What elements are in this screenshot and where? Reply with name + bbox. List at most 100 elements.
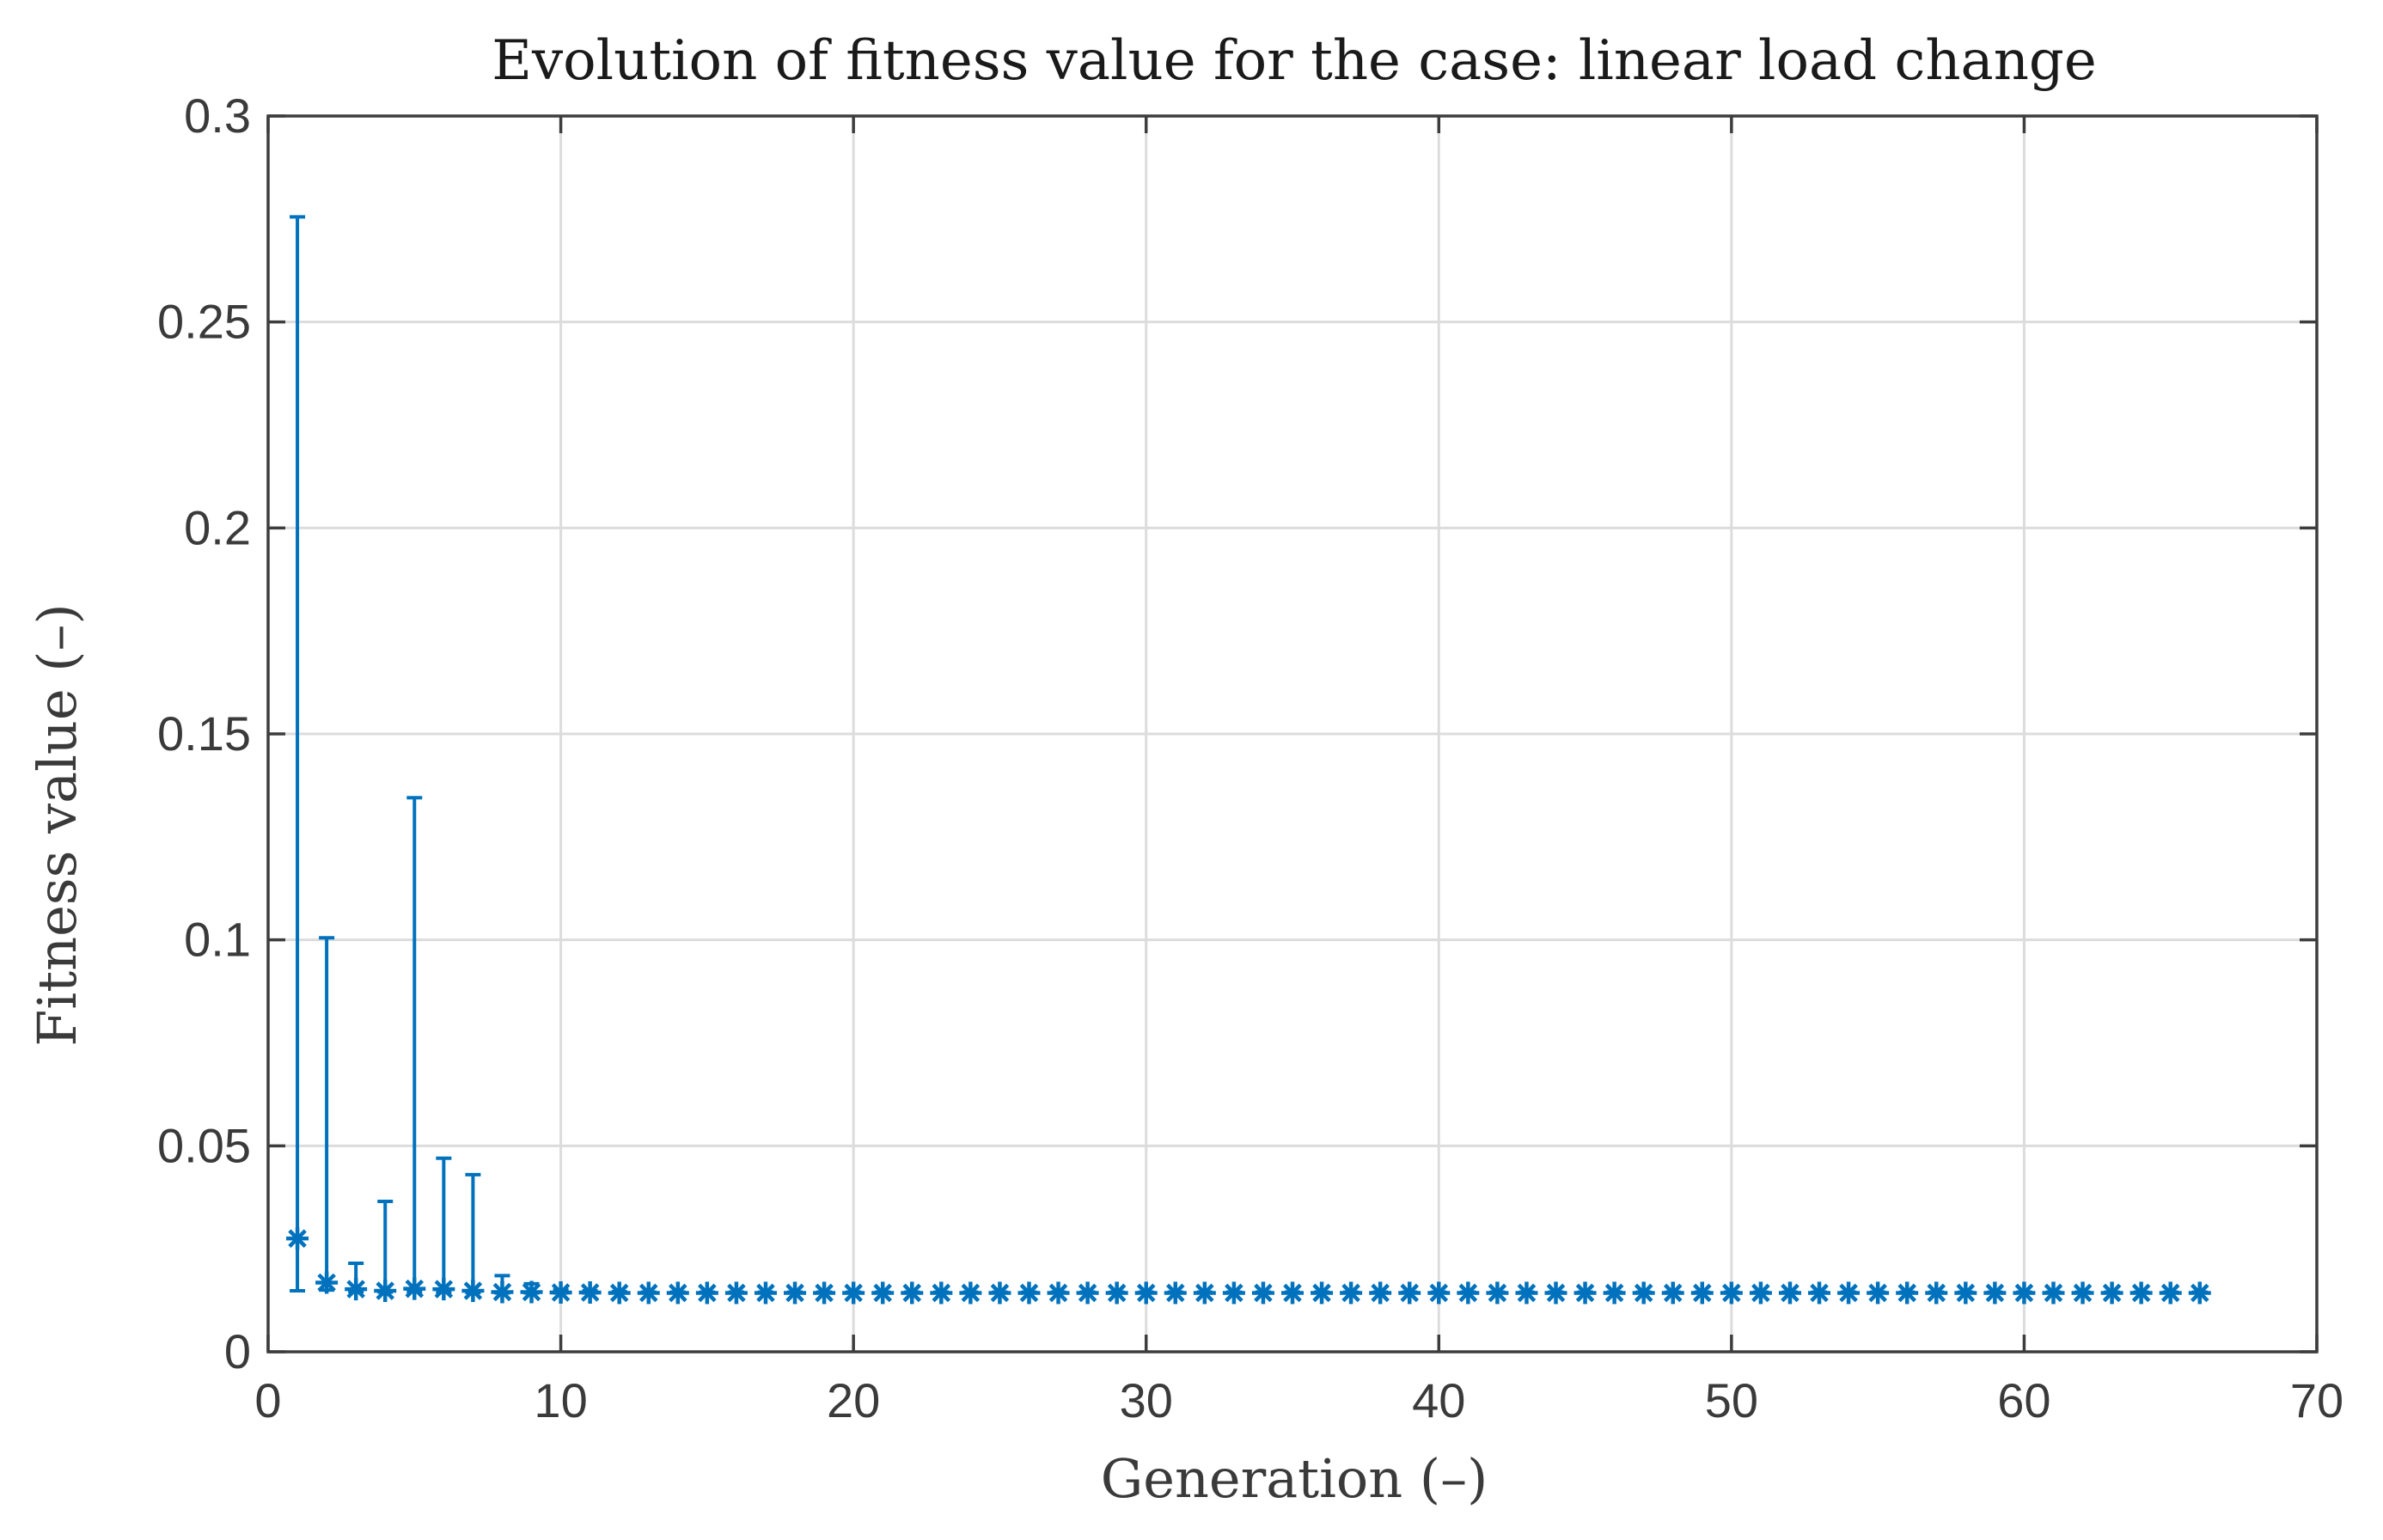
marker-stroke <box>2044 1283 2063 1303</box>
marker-stroke <box>1429 1283 1449 1303</box>
data-point <box>1486 1281 1509 1305</box>
data-point <box>988 1281 1011 1305</box>
data-point <box>491 1280 514 1304</box>
data-point <box>1954 1281 1977 1305</box>
data-point <box>432 1278 455 1301</box>
marker-stroke <box>2014 1283 2034 1303</box>
marker-stroke <box>1488 1283 1507 1303</box>
marker-stroke <box>1048 1283 1068 1303</box>
data-point <box>2159 1281 2182 1305</box>
marker-stroke <box>844 1283 863 1303</box>
data-point <box>842 1281 865 1305</box>
x-tick-label: 30 <box>1120 1373 1173 1427</box>
data-point <box>608 1281 631 1305</box>
data-point <box>1983 1281 2007 1305</box>
marker-stroke <box>1019 1283 1039 1303</box>
data-point <box>871 1281 895 1305</box>
x-tick-label: 20 <box>827 1373 880 1427</box>
data-point <box>345 1278 368 1301</box>
marker-stroke <box>1107 1283 1127 1303</box>
marker-stroke <box>288 1229 307 1248</box>
marker-stroke <box>727 1283 746 1303</box>
data-point <box>754 1281 777 1305</box>
data-point <box>1164 1281 1187 1305</box>
data-point <box>1369 1281 1392 1305</box>
data-point <box>2100 1281 2123 1305</box>
marker-stroke <box>902 1283 922 1303</box>
data-point <box>549 1280 572 1304</box>
marker-stroke <box>1956 1283 1976 1303</box>
data-point <box>724 1281 748 1305</box>
x-tick-label: 70 <box>2290 1373 2343 1427</box>
marker-stroke <box>1165 1283 1185 1303</box>
y-tick-label: 0.05 <box>157 1118 251 1172</box>
data-point <box>1251 1281 1274 1305</box>
marker-stroke <box>1839 1283 1858 1303</box>
marker-stroke <box>639 1283 658 1303</box>
marker-stroke <box>1693 1283 1712 1303</box>
data-point <box>1134 1281 1158 1305</box>
data-point <box>1778 1281 1801 1305</box>
data-point <box>637 1281 660 1305</box>
error-bar <box>290 215 306 1293</box>
marker-stroke <box>1136 1283 1156 1303</box>
data-point <box>901 1281 924 1305</box>
marker-stroke <box>2160 1283 2180 1303</box>
marker-stroke <box>1225 1283 1243 1303</box>
marker-stroke <box>785 1283 804 1303</box>
marker-stroke <box>756 1283 775 1303</box>
y-tick-label: 0.15 <box>157 706 251 761</box>
x-tick-label: 10 <box>534 1373 587 1427</box>
data-point <box>1837 1281 1861 1305</box>
data-point <box>2188 1281 2211 1305</box>
marker-stroke <box>1283 1283 1302 1303</box>
error-bar <box>436 1156 452 1294</box>
data-point <box>1105 1281 1128 1305</box>
marker-stroke <box>1458 1283 1478 1303</box>
error-bar <box>465 1172 481 1294</box>
marker-stroke <box>1897 1283 1916 1303</box>
marker-stroke <box>1517 1283 1537 1303</box>
data-point <box>1867 1281 1890 1305</box>
marker-stroke <box>1810 1283 1829 1303</box>
marker-stroke <box>434 1280 454 1299</box>
marker-stroke <box>1312 1283 1331 1303</box>
y-tick-label: 0.2 <box>184 500 251 554</box>
data-point <box>1573 1281 1597 1305</box>
data-point <box>1427 1281 1451 1305</box>
marker-stroke <box>1604 1283 1624 1303</box>
data-point <box>1047 1281 1070 1305</box>
marker-stroke <box>698 1283 717 1303</box>
data-point <box>461 1280 485 1303</box>
marker-stroke <box>1254 1283 1273 1303</box>
chart-title: Evolution of fitness value for the case:… <box>492 29 2097 93</box>
y-tick-label: 0.25 <box>157 295 251 349</box>
data-point <box>1311 1281 1334 1305</box>
marker-stroke <box>669 1283 687 1303</box>
x-axis-label: Generation (–) <box>1101 1447 1488 1510</box>
data-point <box>1661 1281 1684 1305</box>
data-point <box>286 1227 309 1250</box>
y-tick-label: 0 <box>224 1324 251 1378</box>
y-tick-label: 0.1 <box>184 913 251 967</box>
data-point <box>1749 1281 1772 1305</box>
x-tick-label: 40 <box>1412 1373 1465 1427</box>
data-point <box>1281 1281 1304 1305</box>
marker-stroke <box>2102 1283 2122 1303</box>
data-point <box>1515 1281 1538 1305</box>
data-point <box>666 1281 689 1305</box>
marker-stroke <box>1868 1283 1887 1303</box>
marker-stroke <box>1400 1283 1420 1303</box>
marker-stroke <box>1078 1283 1097 1303</box>
data-point <box>930 1281 953 1305</box>
marker-stroke <box>376 1281 395 1300</box>
marker-stroke <box>522 1282 541 1302</box>
marker-stroke <box>2190 1283 2209 1303</box>
x-tick-label: 0 <box>254 1373 281 1427</box>
marker-stroke <box>1722 1283 1741 1303</box>
data-point <box>315 1271 339 1294</box>
data-point <box>1193 1281 1216 1305</box>
data-point <box>813 1281 836 1305</box>
data-point <box>520 1280 543 1304</box>
